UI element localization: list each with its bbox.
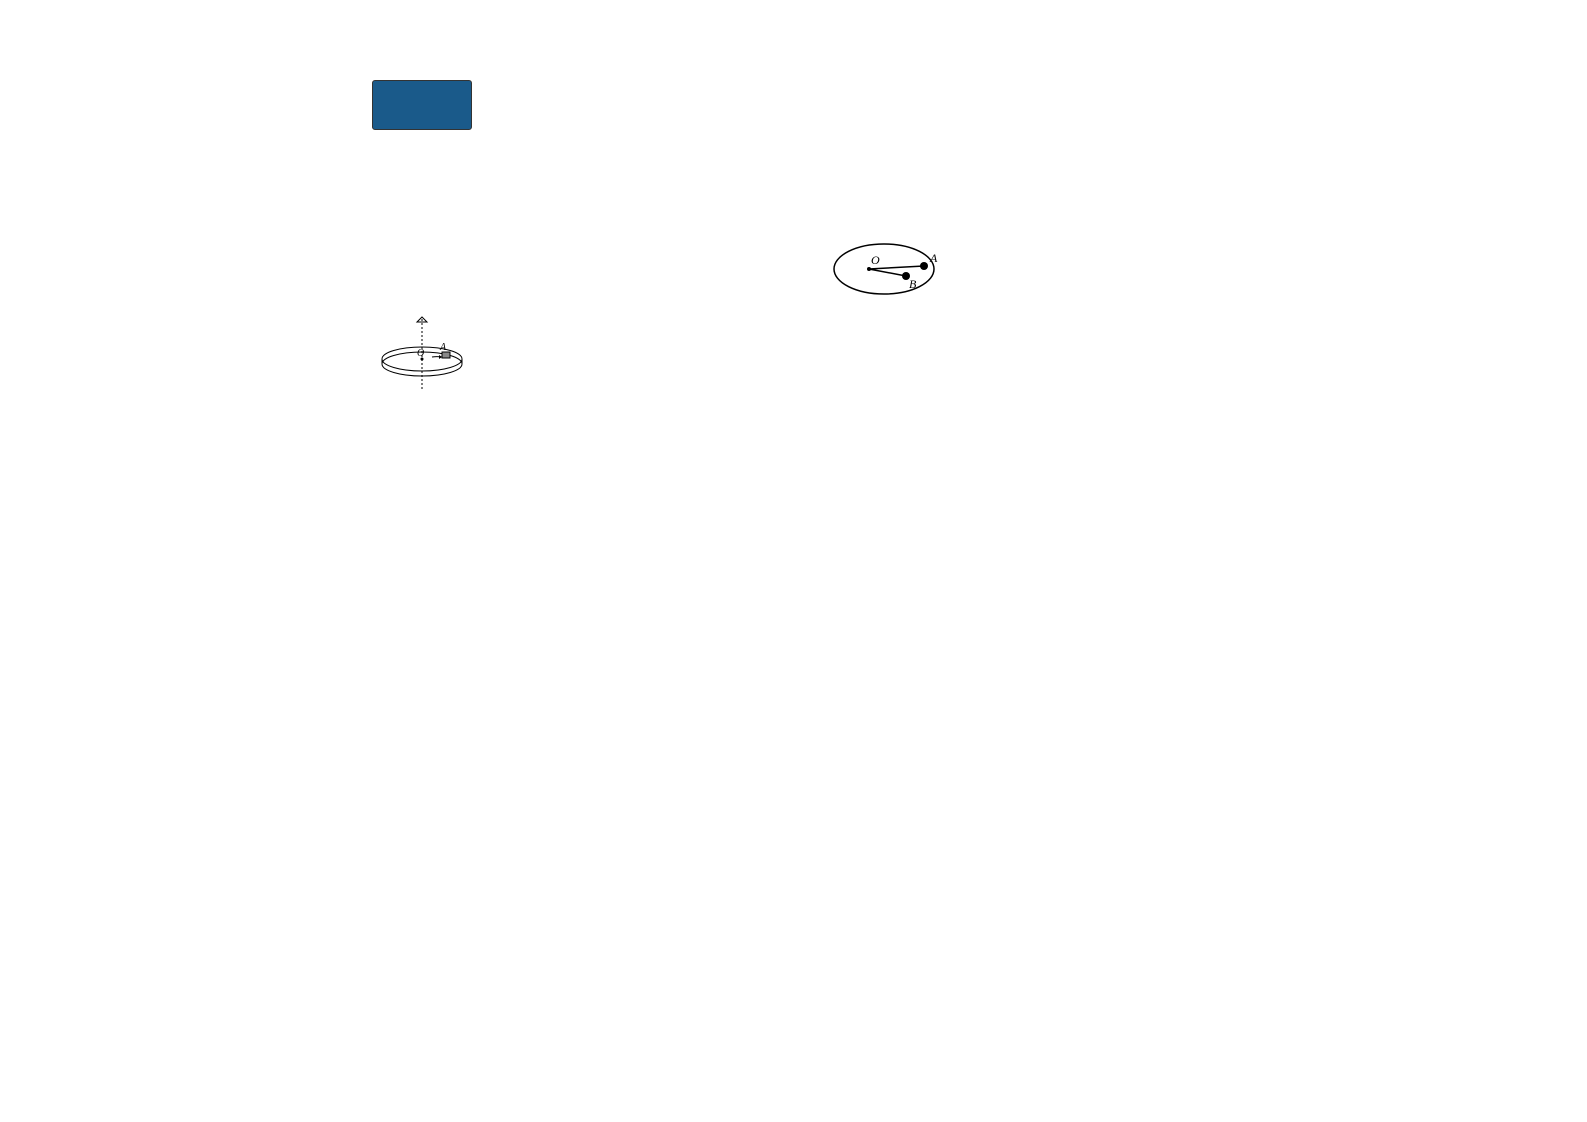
q2-options-row2 [80, 240, 764, 265]
q3-options [80, 277, 764, 302]
left-column: O A [80, 60, 764, 1062]
capacitor-image [372, 80, 472, 130]
svg-text:O: O [871, 253, 880, 267]
q1-options-row1 [80, 140, 764, 165]
svg-text:B: B [909, 277, 917, 291]
st-chart [824, 72, 1084, 222]
svg-text:A: A [439, 342, 447, 353]
q1-options-row2 [80, 171, 764, 196]
right-column: O A B [824, 60, 1508, 1062]
svg-text:A: A [929, 251, 938, 265]
question-2 [80, 208, 764, 264]
disk-diagram: O A [362, 314, 482, 403]
svg-text:O: O [417, 348, 424, 359]
rotation-diagram: O A B [824, 234, 964, 313]
question-7: O A B [824, 234, 1508, 313]
question-6 [824, 72, 1508, 222]
question-3 [80, 277, 764, 302]
q2-options-row1 [80, 208, 764, 233]
question-1 [80, 80, 764, 196]
question-4: O A [80, 314, 764, 403]
